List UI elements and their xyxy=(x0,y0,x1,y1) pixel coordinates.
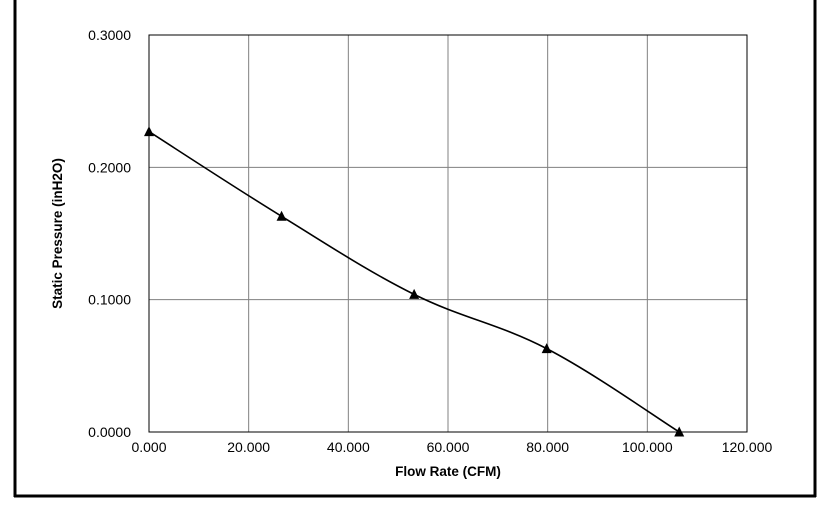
y-tick-label: 0.2000 xyxy=(88,159,131,175)
x-tick-label: 120.000 xyxy=(722,439,773,455)
series-layer xyxy=(144,126,685,437)
y-axis-title: Static Pressure (inH2O) xyxy=(50,158,65,309)
data-point-marker xyxy=(144,126,154,137)
x-tick-label: 20.000 xyxy=(227,439,270,455)
x-tick-label: 100.000 xyxy=(622,439,673,455)
x-tick-label: 0.000 xyxy=(131,439,166,455)
x-tick-label: 40.000 xyxy=(327,439,370,455)
data-point-marker xyxy=(276,210,287,221)
data-point-marker xyxy=(674,426,685,437)
y-tick-label: 0.0000 xyxy=(88,424,131,440)
plot-area xyxy=(148,34,748,433)
tick-labels: 0.000 20.000 40.000 60.000 80.000 100.000 120.… xyxy=(88,27,772,455)
series-line xyxy=(148,130,680,433)
x-tick-label: 60.000 xyxy=(427,439,470,455)
data-point-marker xyxy=(409,288,420,299)
data-point-marker xyxy=(541,343,552,354)
grid-layer xyxy=(148,34,748,433)
x-tick-label: 80.000 xyxy=(526,439,569,455)
y-tick-label: 0.3000 xyxy=(88,27,131,43)
y-tick-label: 0.1000 xyxy=(88,292,131,308)
x-axis-title: Flow Rate (CFM) xyxy=(395,464,501,479)
